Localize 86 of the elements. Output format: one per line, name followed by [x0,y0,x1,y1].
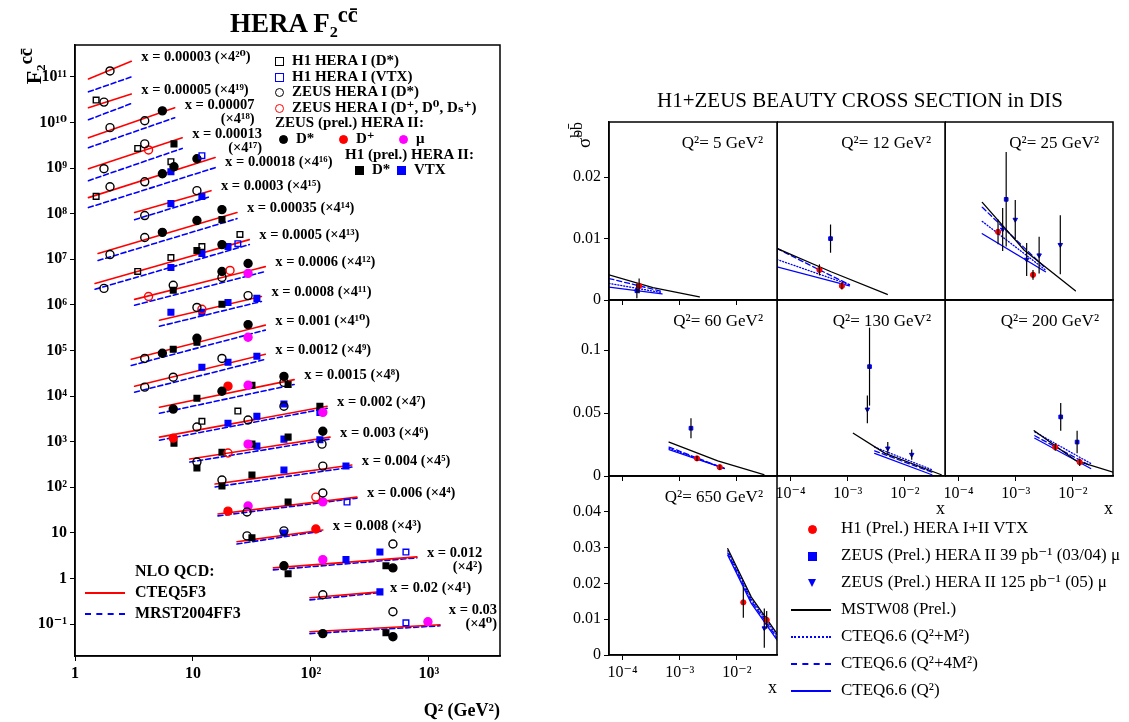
y-tick-label: 10⁶ [46,295,68,313]
y-tick-label: 10⁸ [46,203,68,221]
legend-label: VTX [413,161,446,178]
x-axis-title: x [936,497,945,518]
legend-label: μ [415,129,426,147]
text: Q²= 200 GeV² [1000,311,1099,330]
annotation: x = 0.008 (×4³) [332,516,422,534]
y-tick-label: 0.04 [573,502,601,519]
y-tick-label: 0 [593,466,601,484]
x-tick-label: 10⁻² [722,662,752,680]
annotation: ZEUS (prel.) HERA II: [275,114,424,131]
x-tick-label: 10³ [418,663,440,681]
legend-label: D⁺ [356,129,376,147]
annotation: x = 0.0006 (×4¹²) [275,253,376,271]
annotation: x = 0.0008 (×4¹¹) [271,283,372,301]
annotation: x = 0.0003 (×4¹⁵) [220,177,322,195]
text: Q²= 12 GeV² [841,133,931,152]
legend-label: D* [295,129,316,147]
y-tick-label: 0 [593,645,601,663]
y-tick-label: 0.1 [581,340,601,358]
legend-label: MRST2004FF3 [135,604,241,621]
annotation: x = 0.006 (×4⁴) [366,483,456,501]
annotation: H1 (prel.) HERA II: [345,145,474,162]
y-tick-label: 10³ [46,431,68,449]
annotation: x = 0.002 (×4⁷) [337,392,426,410]
y-tick-label: 1 [59,568,67,586]
y-tick-label: 0 [593,290,601,308]
text: Q²= 130 GeV² [832,311,931,330]
x-tick-label: 10⁻² [890,483,920,501]
legend-label: ZEUS HERA I (D⁺, D⁰, Dₛ⁺) [292,98,477,115]
annotation: x = 0.001 (×4¹⁰) [275,311,371,329]
y-tick-label: 10⁴ [46,386,68,404]
y-tick-label: 0.03 [573,537,601,555]
x-tick-label: 10⁻³ [833,483,863,501]
legend-label: ZEUS (Prel.) HERA II 125 pb⁻¹ (05) μ [840,571,1108,593]
legend-label: H1 HERA I (VTX) [292,67,413,84]
annotation: x = 0.00005 (×4¹⁹) [141,80,249,98]
annotation: x = 0.012 (×4²) [426,543,483,575]
legend-label: ZEUS HERA I (D*) [292,83,420,100]
x-tick-label: 1 [71,663,79,681]
x-tick-label: 10 [184,663,201,681]
y-tick-label: 10¹⁰ [39,112,67,130]
x-axis-title: x [768,676,777,697]
legend-label: CTEQ6.6 (Q²+M²) [840,625,971,647]
annotation: x = 0.00003 (×4²⁰) [141,48,251,66]
x-axis-title: x [1104,497,1113,518]
y-tick-label: 0.02 [573,573,601,591]
legend-label: H1 HERA I (D*) [292,52,400,68]
annotation: x = 0.004 (×4⁵) [361,451,451,469]
text: Q²= 5 GeV² [681,133,763,152]
legend-label: D* [372,161,391,178]
annotation: x = 0.0015 (×4⁸) [304,366,401,384]
annotation: x = 0.00035 (×4¹⁴) [246,199,355,217]
y-tick-label: 10⁹ [46,158,68,176]
x-tick-label: 10² [300,663,322,681]
y-tick-label: 10⁷ [46,249,68,267]
x-axis-title: Q² (GeV²) [423,699,500,721]
x-tick-label: 10⁻² [1058,483,1088,501]
x-tick-label: 10⁻³ [665,662,695,680]
annotation: NLO QCD: [134,561,216,581]
x-tick-label: 10⁻⁴ [607,662,638,680]
annotation: x = 0.003 (×4⁶) [340,423,429,441]
y-tick-label: 0.05 [573,403,601,421]
y-tick-label: 0.02 [573,167,601,185]
y-tick-label: 0.01 [573,228,601,246]
legend-label: MSTW08 (Prel.) [840,598,958,620]
legend-label: CTEQ6.6 (Q²) [840,679,941,701]
legend-label: CTEQ6.6 (Q²+4M²) [840,652,979,674]
text: Q²= 25 GeV² [1009,133,1099,152]
annotation: x = 0.0005 (×4¹³) [259,226,360,244]
annotation: x = 0.02 (×4¹) [389,578,472,596]
legend-label: H1 (Prel.) HERA I+II VTX [841,518,1029,537]
x-tick-label: 10⁻⁴ [943,483,974,501]
annotation: x = 0.03 (×4⁰) [448,601,498,633]
y-tick-label: 0.01 [573,609,601,627]
text: Q²= 650 GeV² [664,487,763,506]
annotation: x = 0.0012 (×4⁹) [275,340,372,358]
y-tick-label: 10 [51,523,67,541]
legend-label: ZEUS (Prel.) HERA II 39 pb⁻¹ (03/04) μ [840,544,1121,566]
legend-label: CTEQ5F3 [135,583,207,600]
y-tick-label: 10⁻¹ [37,614,68,632]
text: Q²= 60 GeV² [673,311,763,330]
chart-title: HERA F₂$^{cc̄}$ [230,2,358,39]
x-tick-label: 10⁻³ [1001,483,1031,501]
y-tick-label: 10⁵ [46,340,68,358]
text: H1+ZEUS BEAUTY CROSS SECTION in DIS [656,88,1064,113]
